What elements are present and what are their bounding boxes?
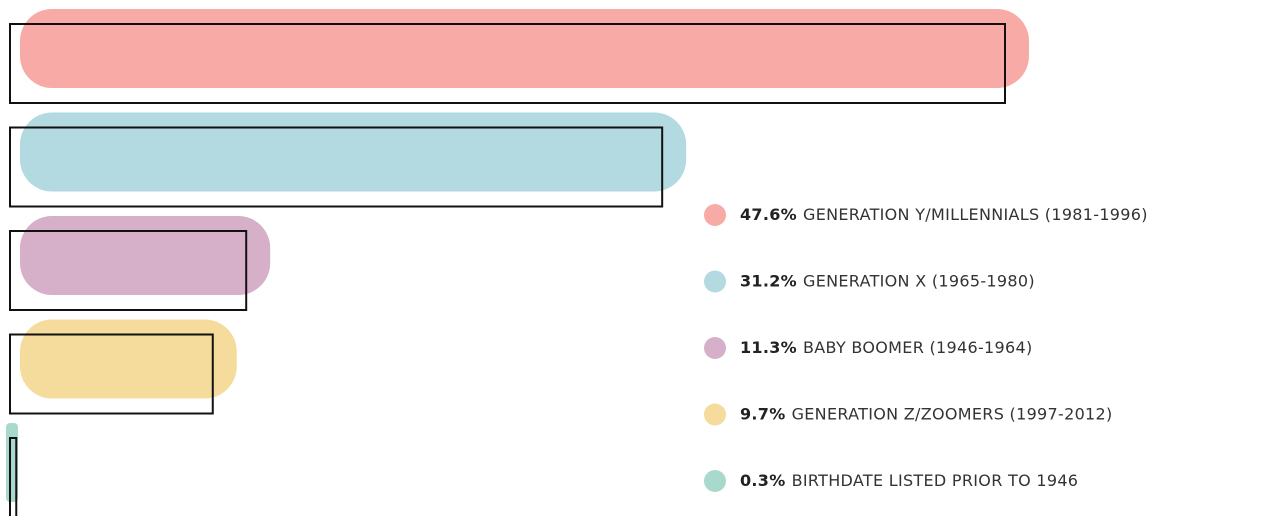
bar-outline [9, 333, 214, 415]
legend-swatch [704, 270, 726, 293]
bar-fill [20, 112, 687, 192]
legend-value: 47.6% [740, 205, 797, 224]
legend-name: GENERATION Y/MILLENNIALS (1981-1996) [803, 205, 1148, 224]
legend-label: 47.6% GENERATION Y/MILLENNIALS (1981-1996… [740, 205, 1148, 224]
bar-fill [20, 9, 1029, 88]
legend-name: GENERATION Z/ZOOMERS (1997-2012) [792, 404, 1113, 423]
legend-value: 11.3% [740, 338, 797, 357]
legend-swatch [704, 470, 726, 492]
legend-label: 11.3% BABY BOOMER (1946-1964) [740, 338, 1033, 357]
bar-fill [20, 216, 271, 295]
legend-value: 0.3% [740, 471, 786, 490]
legend-value: 31.2% [740, 271, 797, 290]
bar-outline [9, 230, 248, 311]
bar-outline [9, 437, 18, 516]
legend-swatch [704, 337, 726, 359]
bar-outline [9, 126, 664, 208]
legend-label: 9.7% GENERATION Z/ZOOMERS (1997-2012) [740, 404, 1113, 423]
legend-name: GENERATION X (1965-1980) [803, 271, 1035, 290]
bar-fill [20, 319, 237, 399]
legend-name: BABY BOOMER (1946-1964) [803, 338, 1032, 357]
legend-label: 0.3% BIRTHDATE LISTED PRIOR TO 1946 [740, 471, 1078, 490]
legend-label: 31.2% GENERATION X (1965-1980) [740, 271, 1035, 290]
bar-outline [9, 23, 1006, 104]
legend-name: BIRTHDATE LISTED PRIOR TO 1946 [792, 471, 1079, 490]
legend-swatch [704, 204, 726, 226]
legend-swatch [704, 403, 726, 426]
legend-value: 9.7% [740, 404, 786, 423]
